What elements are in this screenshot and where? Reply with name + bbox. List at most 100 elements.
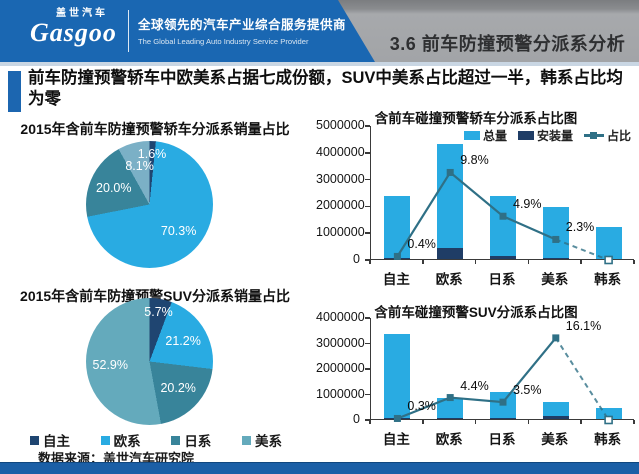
legend-label-total: 总量	[482, 129, 507, 143]
bar-total-2	[490, 196, 516, 259]
headline-text: 前车防撞预警轿车中欧美系占据七成份额，SUV中美系占比超过一半，韩系占比均为零	[28, 69, 623, 108]
bar-installed-3	[542, 257, 569, 259]
pie-slice-label-3: 8.1%	[125, 159, 154, 174]
combo-legend-item-installed: 安装量	[517, 127, 573, 144]
bar-total-4	[595, 226, 622, 259]
combo-suv-title: 含前车碰撞预警SUV分派系占比图	[374, 305, 578, 320]
ratio-label-0: 0.4%	[407, 237, 436, 252]
ratio-marker-3	[552, 235, 560, 243]
ratio-line	[393, 168, 613, 265]
bar-total-0	[384, 196, 411, 259]
category-label-0: 自主	[382, 432, 410, 447]
combo-legend-item-ratio: 占比	[583, 127, 631, 144]
section-title: 3.6 前车防撞预警分派系分析	[389, 34, 626, 54]
combo-chart-suv: 0.3% 4.4% 3.5% 16.1% 0 1000000 2000000 3000000 4…	[316, 310, 636, 450]
bar-installed-1	[437, 247, 464, 259]
y-axis-label: 2000000	[316, 361, 365, 375]
ratio-marker-0	[393, 414, 401, 422]
bar-installed-1	[437, 418, 464, 419]
legend-label-american: 美系	[254, 434, 282, 449]
gasgoo-logo: 盖世汽车 Gasgoo	[30, 9, 117, 46]
tagline-english: The Global Leading Auto Industry Service…	[138, 37, 309, 46]
legend-label-installed: 安装量	[536, 129, 573, 143]
bar-total-0	[384, 333, 411, 419]
combo-sedan-title: 含前车碰撞预警轿车分派系占比图	[374, 111, 578, 126]
bar-installed-2	[490, 418, 516, 419]
x-axis-tick	[369, 420, 371, 424]
ratio-label-1: 9.8%	[460, 153, 489, 168]
bar-total-1	[437, 398, 464, 419]
legend-label-japanese: 日系	[184, 434, 212, 449]
legend-swatch-total	[463, 131, 480, 140]
footer-bar	[0, 462, 639, 474]
y-axis-label: 3000000	[316, 171, 365, 186]
pie-chart-sedan: 1.6% 70.3% 20.0% 8.1%	[86, 141, 213, 268]
y-axis-tick	[365, 419, 370, 421]
bar-total-1	[437, 143, 464, 259]
logo-chinese-text: 盖世汽车	[56, 8, 108, 19]
y-axis-label: 1000000	[316, 225, 365, 240]
x-axis-tick	[474, 420, 477, 424]
ratio-marker-2	[499, 398, 507, 406]
legend-item-domestic: 自主	[30, 430, 70, 450]
legend-swatch-european	[100, 435, 110, 445]
legend-line-swatch-ratio	[583, 131, 604, 139]
category-label-2: 日系	[488, 272, 516, 287]
category-label-2: 日系	[488, 432, 516, 447]
legend-label-ratio: 占比	[606, 129, 631, 143]
header-blue-band: 盖世汽车 Gasgoo 全球领先的汽车产业综合服务提供商 The Global …	[0, 0, 375, 62]
x-axis-tick	[580, 260, 582, 264]
tagline-chinese: 全球领先的汽车产业综合服务提供商	[138, 18, 347, 32]
ratio-marker-0	[393, 252, 401, 260]
ratio-marker-1	[446, 168, 454, 176]
plot-area: 0.3% 4.4% 3.5% 16.1%	[370, 318, 634, 425]
y-axis-tick	[365, 393, 370, 396]
y-axis-tick	[365, 205, 370, 208]
logo-wordmark: Gasgoo	[30, 18, 117, 47]
x-axis-tick	[422, 420, 424, 424]
legend-label-domestic: 自主	[43, 434, 70, 449]
y-axis-tick	[365, 178, 370, 181]
bar-total-3	[542, 402, 569, 419]
x-axis-tick	[633, 260, 635, 264]
y-axis-tick	[365, 125, 370, 127]
category-label-3: 美系	[541, 432, 569, 447]
header-divider-strip	[0, 62, 639, 66]
bar-total-4	[595, 408, 622, 419]
ratio-label-1: 4.4%	[460, 378, 489, 393]
ratio-marker-4	[604, 415, 613, 425]
y-axis-tick	[365, 368, 370, 370]
combo-chart-sedan: 0.4% 9.8% 4.9% 2.3% 总量 安装量 占比 0 1000000 2000000 30…	[316, 118, 636, 290]
pie-sedan-title: 2015年含前车防撞预警轿车分派系销量占比	[20, 121, 290, 137]
legend-item-japanese: 日系	[171, 430, 211, 450]
legend-swatch-japanese	[171, 435, 181, 445]
y-axis-tick	[365, 317, 370, 319]
combo-legend: 总量 安装量 占比	[463, 127, 631, 144]
y-axis-label: 2000000	[316, 198, 365, 213]
x-axis-tick	[527, 260, 530, 264]
ratio-marker-2	[499, 212, 507, 220]
ratio-label-2: 3.5%	[513, 383, 542, 398]
ratio-label-2: 4.9%	[513, 197, 542, 212]
ratio-marker-1	[446, 394, 454, 402]
y-axis-label: 3000000	[316, 335, 365, 350]
pie-legend: 自主 欧系 日系 美系	[30, 430, 282, 450]
legend-swatch-american	[241, 435, 251, 445]
y-axis-label: 5000000	[316, 118, 365, 132]
combo-legend-item-total: 总量	[463, 127, 507, 144]
legend-item-european: 欧系	[100, 430, 141, 450]
legend-swatch-installed	[517, 131, 534, 140]
pie-chart-suv: 5.7% 21.2% 20.2% 52.9%	[86, 298, 213, 425]
legend-line-marker	[590, 131, 598, 139]
bar-installed-2	[490, 255, 516, 259]
x-axis-tick	[369, 260, 371, 264]
legend-label-european: 欧系	[113, 434, 141, 449]
x-axis-tick	[580, 420, 582, 424]
pie-suv-title: 2015年含前车防撞预警SUV分派系销量占比	[20, 288, 290, 304]
x-axis-tick	[633, 420, 635, 424]
legend-swatch-domestic	[30, 435, 39, 445]
pie-slice-label-2: 20.0%	[96, 180, 132, 195]
pie-slice-label-1: 70.3%	[160, 223, 197, 238]
y-axis-label: 0	[353, 412, 360, 426]
